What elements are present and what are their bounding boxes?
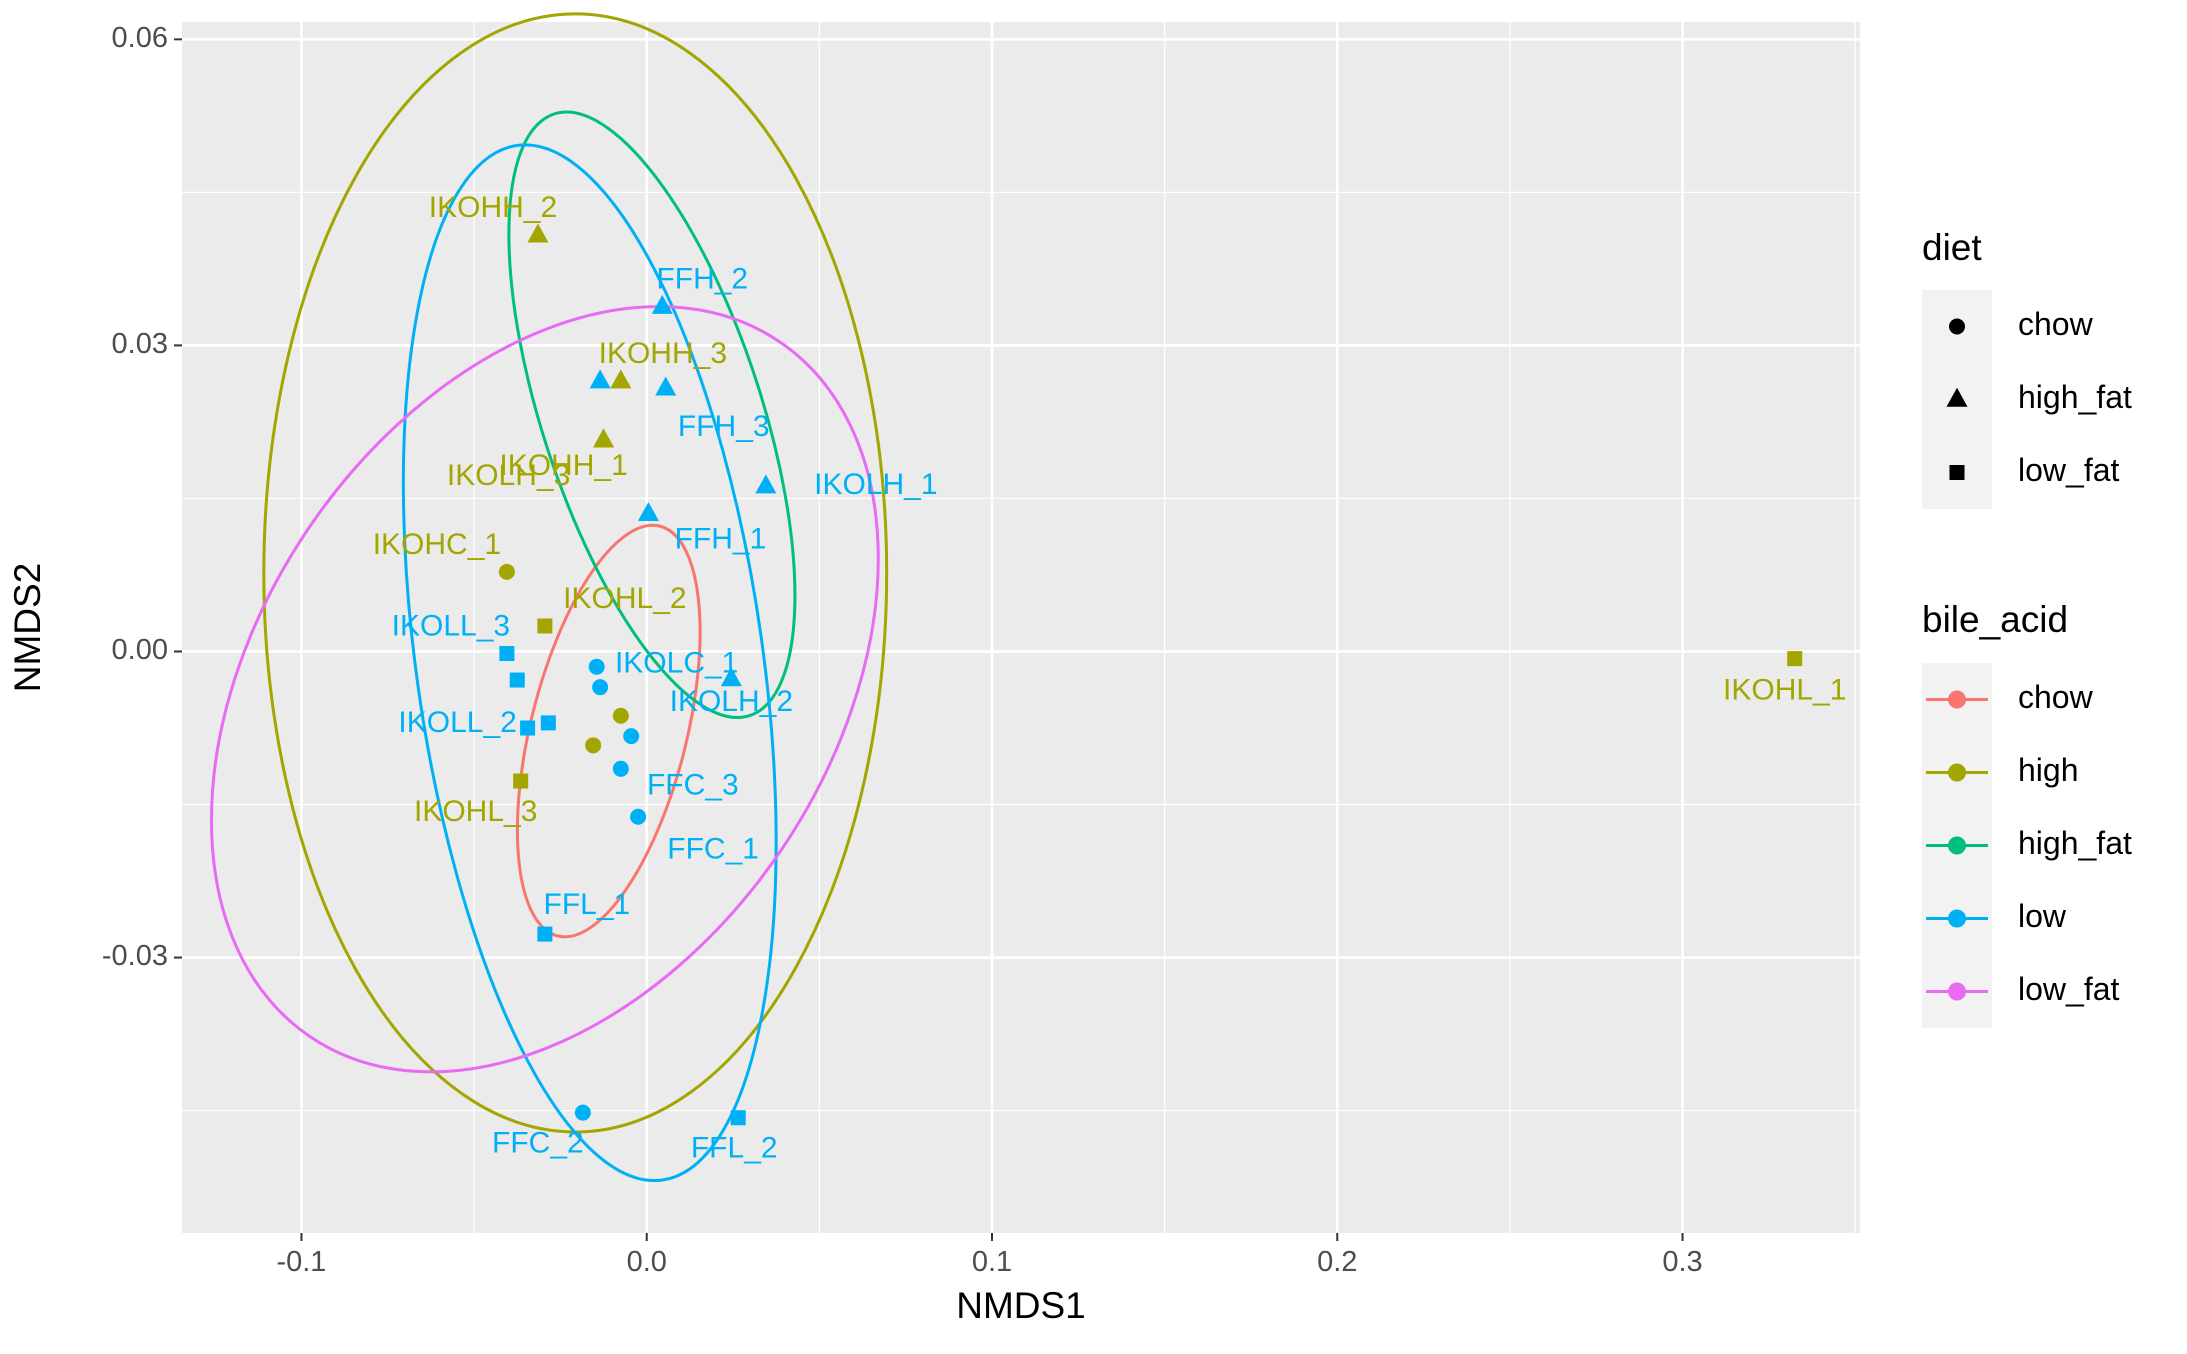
point-label: IKOLL_2 xyxy=(398,706,516,739)
data-point xyxy=(623,728,640,745)
point-label: IKOHL_2 xyxy=(563,582,686,615)
legend-title-bile-acid: bile_acid xyxy=(1922,599,2068,640)
point-label: FFH_3 xyxy=(678,410,770,443)
data-point xyxy=(651,294,673,314)
legend-label: low_fat xyxy=(2018,452,2120,488)
data-point xyxy=(612,707,629,724)
legend-label: chow xyxy=(2018,306,2094,342)
y-tick-label: 0.06 xyxy=(112,22,168,54)
data-point xyxy=(589,369,611,389)
legend-label: high xyxy=(2018,752,2079,788)
x-tick-label: 0.2 xyxy=(1317,1246,1357,1278)
data-point xyxy=(720,667,742,687)
data-point xyxy=(520,720,536,736)
data-point xyxy=(498,563,515,580)
x-axis-title: NMDS1 xyxy=(956,1285,1086,1326)
data-point xyxy=(655,376,677,396)
x-tick-label: 0.0 xyxy=(627,1246,667,1278)
data-point xyxy=(610,369,632,389)
data-point xyxy=(537,618,553,634)
point-label: IKOHC_1 xyxy=(373,528,501,561)
legend-label: chow xyxy=(2018,679,2094,715)
y-tick-label: 0.00 xyxy=(112,634,168,666)
legend-key-point xyxy=(1948,763,1966,782)
ellipse-high_fat xyxy=(507,110,797,719)
legend-title-diet: diet xyxy=(1922,227,1982,268)
data-point xyxy=(513,773,529,789)
legend-key-point xyxy=(1948,982,1966,1001)
legend-label: high_fat xyxy=(2018,379,2132,415)
y-axis-title: NMDS2 xyxy=(7,563,48,693)
data-point xyxy=(588,658,605,675)
data-point xyxy=(585,737,602,754)
data-point xyxy=(593,428,615,448)
point-label: IKOLC_1 xyxy=(615,647,738,680)
y-tick-label: 0.03 xyxy=(112,328,168,360)
data-point xyxy=(592,679,609,696)
ellipse-chow xyxy=(515,523,702,939)
data-point xyxy=(540,715,556,731)
point-label: IKOLL_3 xyxy=(392,609,510,642)
data-point xyxy=(730,1110,746,1126)
legend-key-circle xyxy=(1949,318,1965,335)
legend-label: high_fat xyxy=(2018,825,2132,861)
data-point xyxy=(527,223,549,243)
data-point xyxy=(509,672,525,688)
x-tick-label: -0.1 xyxy=(276,1246,326,1278)
point-label: IKOHH_3 xyxy=(599,337,727,370)
point-label: FFL_1 xyxy=(544,888,631,921)
legend-key-triangle xyxy=(1946,387,1968,407)
point-label: IKOHH_1 xyxy=(499,449,627,482)
x-tick-label: 0.3 xyxy=(1662,1246,1702,1278)
point-label: IKOHL_3 xyxy=(414,795,537,828)
legend-label: low_fat xyxy=(2018,971,2120,1007)
x-tick-label: 0.1 xyxy=(972,1246,1012,1278)
point-label: FFC_2 xyxy=(492,1127,584,1160)
point-label: IKOHL_1 xyxy=(1723,674,1846,707)
data-point xyxy=(1787,651,1803,667)
y-tick-label: -0.03 xyxy=(102,940,168,972)
point-label: FFH_1 xyxy=(675,523,767,556)
data-point xyxy=(499,646,515,662)
point-label: IKOHH_2 xyxy=(429,191,557,224)
point-label: IKOLH_1 xyxy=(814,468,937,501)
plot-panel xyxy=(182,22,1860,1233)
point-label: IKOLH_3 xyxy=(447,459,570,492)
data-point xyxy=(637,501,659,521)
legend-key-square xyxy=(1949,465,1965,480)
point-label: FFL_2 xyxy=(691,1132,778,1165)
data-point xyxy=(612,760,629,777)
data-point xyxy=(574,1104,591,1121)
ellipse-low xyxy=(401,143,778,1183)
point-label: FFC_1 xyxy=(667,833,759,866)
point-label: FFC_3 xyxy=(647,769,739,802)
legend-key-point xyxy=(1948,909,1966,928)
legend-key-point xyxy=(1948,690,1966,709)
ellipse-low_fat xyxy=(209,305,880,1074)
legend-label: low xyxy=(2018,898,2067,934)
legend-key-point xyxy=(1948,836,1966,855)
data-point xyxy=(537,926,553,942)
point-label: IKOLH_2 xyxy=(670,685,793,718)
data-point xyxy=(755,474,777,494)
point-label: FFH_2 xyxy=(656,263,748,296)
data-point xyxy=(630,808,647,825)
